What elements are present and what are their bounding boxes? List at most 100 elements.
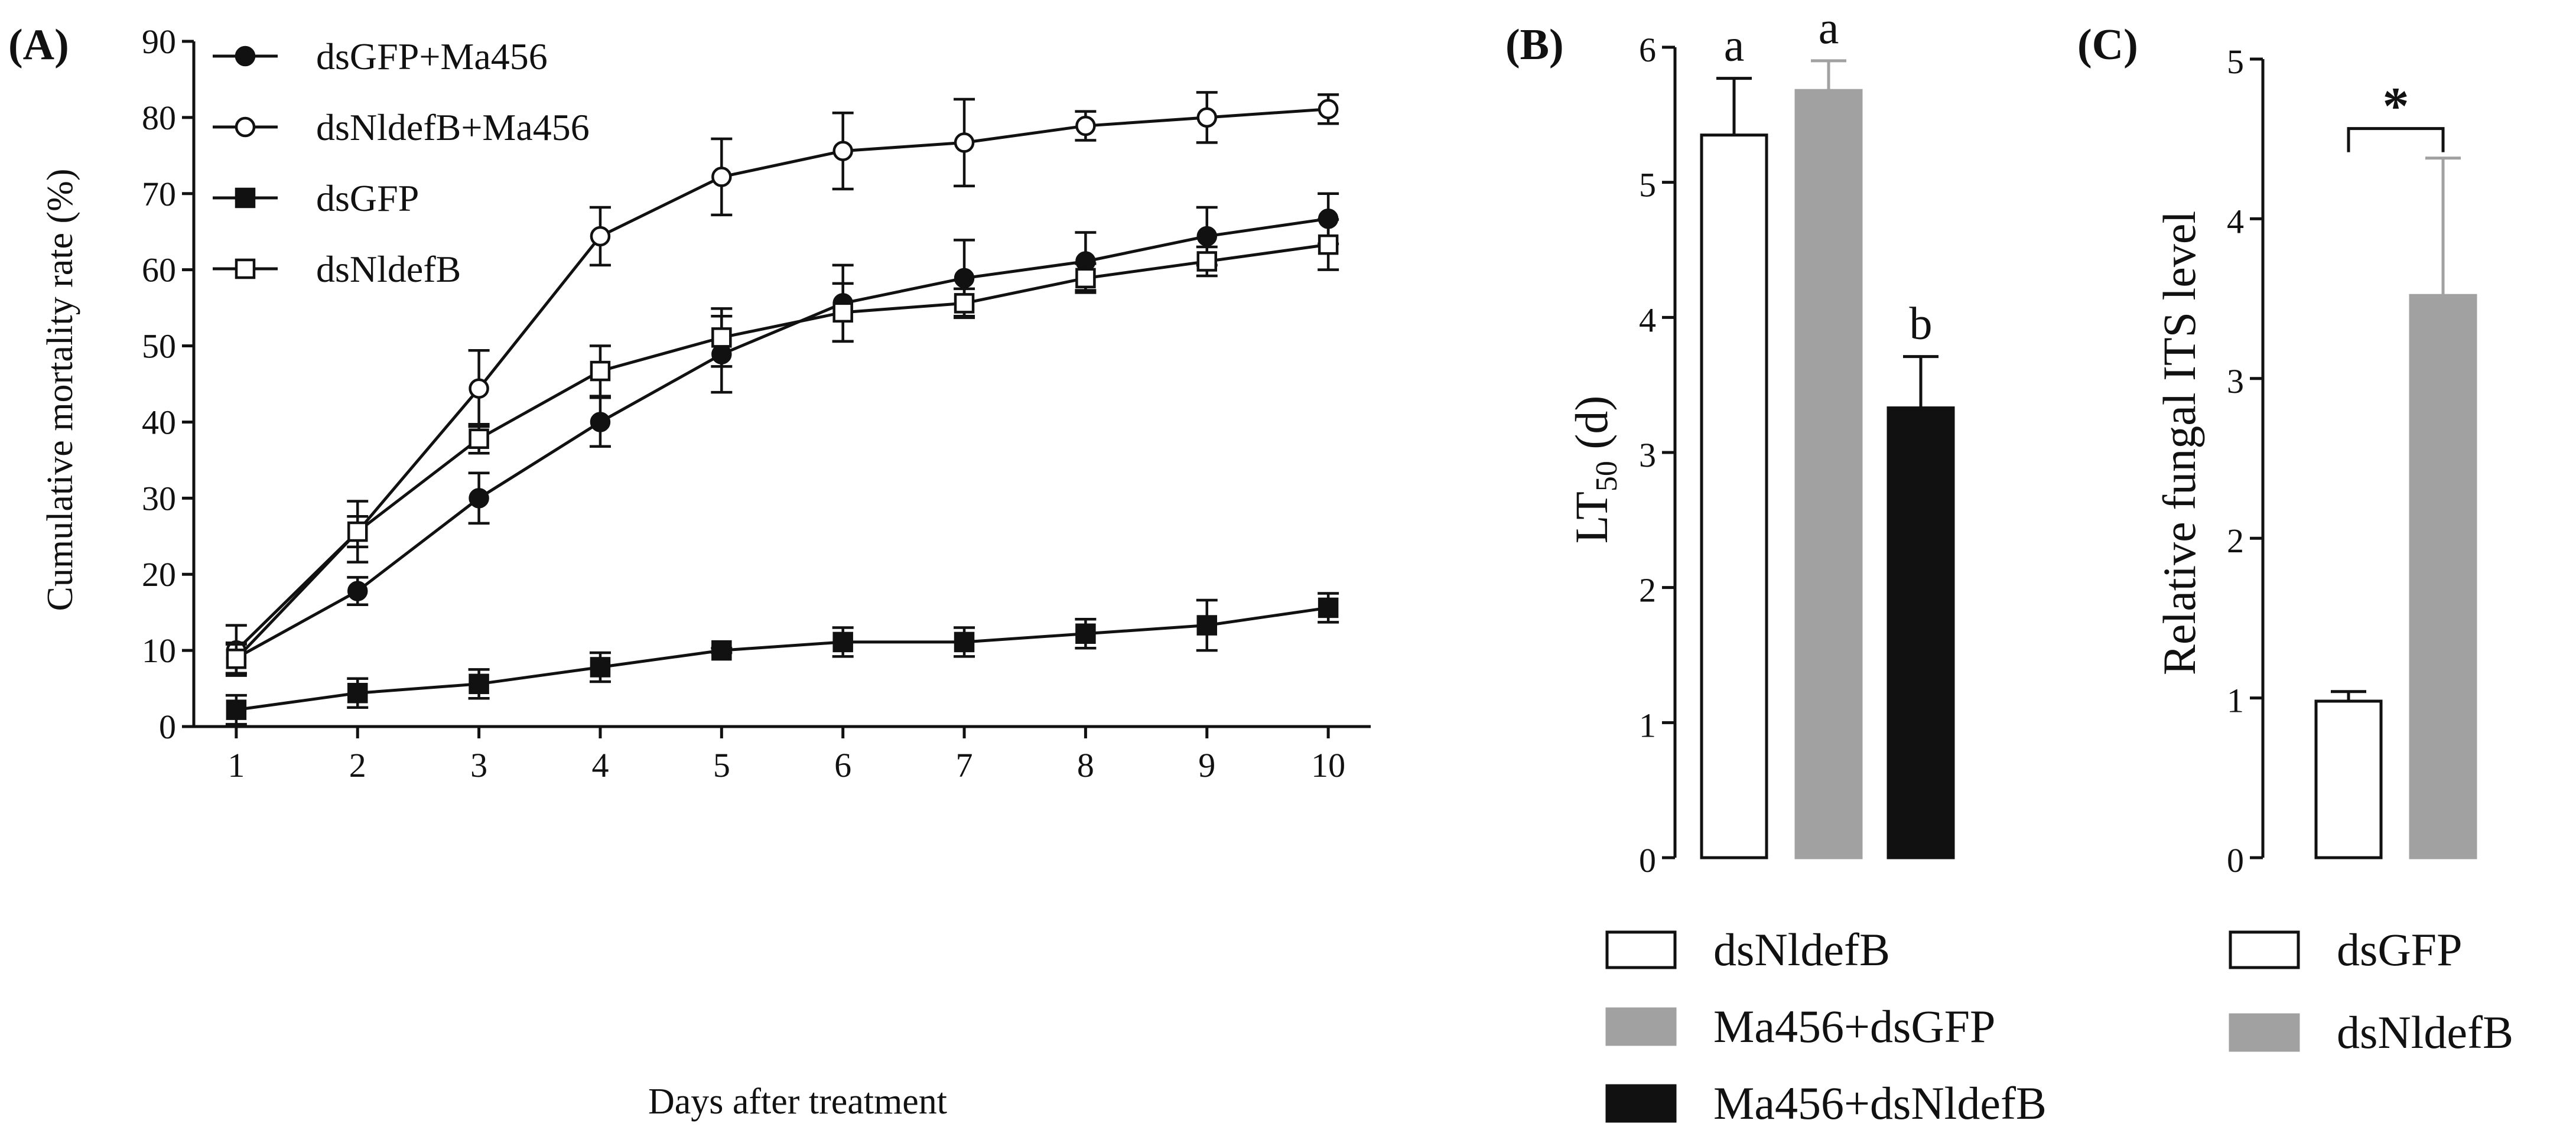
legend-swatch bbox=[2229, 1013, 2300, 1052]
series-dsGFP+Ma456 bbox=[225, 192, 1339, 675]
data-point bbox=[711, 640, 732, 661]
bar-Ma456+dsNldefB bbox=[1887, 406, 1955, 859]
data-point bbox=[469, 673, 489, 695]
y-tick-label: 70 bbox=[142, 175, 176, 213]
data-point bbox=[590, 226, 611, 247]
y-tick-label: 40 bbox=[142, 403, 176, 441]
series-line bbox=[236, 606, 1329, 712]
legend-label: dsGFP bbox=[2337, 924, 2462, 975]
x-tick-label: 9 bbox=[1198, 746, 1215, 784]
panel-b-y-axis-label-unit: (d) bbox=[1566, 396, 1617, 461]
y-tick-label: 2 bbox=[2227, 522, 2244, 560]
y-tick-label: 80 bbox=[142, 99, 176, 137]
significance-asterisk: * bbox=[2383, 77, 2409, 136]
bar-dsNldefB bbox=[1700, 133, 1768, 859]
series-line bbox=[235, 217, 1329, 660]
legend-label: dsGFP bbox=[316, 177, 419, 219]
data-point bbox=[1196, 615, 1218, 636]
data-point bbox=[347, 521, 368, 542]
y-tick-label: 60 bbox=[142, 251, 176, 289]
panel-b-y-axis-label-main: LT bbox=[1566, 491, 1617, 543]
significance-letter: a bbox=[1819, 2, 1839, 53]
panel-c-bar-chart: (C) Relative fungal ITS level 0 1 2 3 4 5 * d… bbox=[2077, 21, 2513, 1058]
bar-Ma456+dsGFP bbox=[1794, 89, 1863, 859]
y-tick-label: 1 bbox=[1639, 706, 1656, 744]
panel-b-label: (B) bbox=[1505, 21, 1564, 69]
bar-dsNldefB bbox=[2409, 294, 2477, 859]
data-point bbox=[1318, 99, 1339, 119]
y-tick-label: 0 bbox=[1639, 841, 1656, 880]
legend-label: dsNldefB bbox=[316, 248, 461, 290]
data-point bbox=[1196, 226, 1218, 247]
y-tick-label: 0 bbox=[2227, 841, 2244, 880]
panel-b-bars: a a b bbox=[1700, 2, 1955, 859]
y-tick-label: 5 bbox=[1639, 166, 1656, 204]
y-tick-label: 1 bbox=[2227, 682, 2244, 720]
panel-a-y-ticks: 0 10 20 30 40 50 60 70 80 90 bbox=[142, 22, 194, 746]
panel-a-x-ticks: 1 2 3 4 5 6 7 8 9 10 bbox=[227, 727, 1345, 784]
data-point bbox=[1075, 623, 1096, 644]
data-point bbox=[1196, 251, 1218, 272]
significance-bracket bbox=[2347, 127, 2445, 152]
legend-marker bbox=[235, 116, 256, 138]
series-dsNldefB+Ma456 bbox=[225, 91, 1339, 677]
legend-marker bbox=[235, 45, 256, 67]
legend-swatch bbox=[1605, 1084, 1677, 1123]
data-point bbox=[226, 649, 247, 669]
y-tick-label: 6 bbox=[1639, 31, 1656, 69]
y-tick-label: 30 bbox=[142, 479, 176, 517]
panel-a-line-chart: (A) Cumulative mortality rate (%) Days a… bbox=[8, 21, 1371, 1122]
data-point bbox=[1318, 597, 1339, 618]
significance-letter: b bbox=[1910, 298, 1933, 349]
panel-a-legend: dsGFP+Ma456 dsNldefB+Ma456 dsGFP dsNldefB bbox=[213, 35, 590, 290]
panel-b-bar-chart: (B) LT50 (d) 0 1 2 3 4 5 6 a a b dsNldefB Ma456+d… bbox=[1505, 2, 2047, 1129]
bar-dsGFP bbox=[2314, 699, 2383, 859]
panel-c-label: (C) bbox=[2077, 21, 2138, 69]
legend-label: dsNldefB bbox=[2337, 1007, 2513, 1058]
significance-letter: a bbox=[1724, 19, 1745, 71]
legend-swatch bbox=[1605, 930, 1677, 969]
data-point bbox=[832, 141, 853, 161]
panel-c-y-axis-label: Relative fungal ITS level bbox=[2154, 211, 2205, 675]
y-tick-label: 3 bbox=[1639, 436, 1656, 474]
y-tick-label: 3 bbox=[2227, 362, 2244, 400]
legend-label: dsNldefB bbox=[1713, 924, 1890, 975]
y-tick-label: 4 bbox=[2227, 202, 2244, 240]
panel-a-label: (A) bbox=[8, 21, 69, 69]
series-line bbox=[235, 243, 1329, 660]
data-point bbox=[469, 488, 489, 509]
y-tick-label: 0 bbox=[159, 708, 176, 746]
data-point bbox=[711, 327, 732, 348]
x-tick-label: 1 bbox=[227, 746, 245, 784]
series-dsNldefB bbox=[225, 218, 1339, 675]
panel-b-y-ticks: 0 1 2 3 4 5 6 bbox=[1639, 31, 1675, 880]
legend-marker bbox=[235, 187, 256, 209]
data-point bbox=[590, 657, 611, 678]
y-tick-label: 4 bbox=[1639, 301, 1656, 339]
x-tick-label: 3 bbox=[470, 746, 487, 784]
data-point bbox=[347, 683, 368, 704]
legend-swatch bbox=[2229, 930, 2300, 969]
data-point bbox=[469, 428, 489, 450]
data-point bbox=[590, 360, 611, 382]
data-point bbox=[832, 631, 853, 653]
legend-label: Ma456+dsNldefB bbox=[1713, 1077, 2047, 1129]
panel-c-legend: dsGFP dsNldefB bbox=[2229, 924, 2513, 1058]
x-tick-label: 6 bbox=[834, 746, 851, 784]
data-point bbox=[1318, 234, 1339, 255]
legend-label: dsGFP+Ma456 bbox=[316, 35, 548, 77]
y-tick-label: 10 bbox=[142, 631, 176, 670]
x-tick-label: 5 bbox=[713, 746, 730, 784]
x-tick-label: 2 bbox=[349, 746, 366, 784]
data-point bbox=[954, 631, 975, 653]
panel-b-legend: dsNldefB Ma456+dsGFP Ma456+dsNldefB bbox=[1605, 924, 2047, 1129]
x-tick-label: 4 bbox=[591, 746, 609, 784]
series-dsGFP bbox=[225, 592, 1339, 726]
x-tick-label: 10 bbox=[1311, 746, 1345, 784]
panel-b-y-axis-label: LT50 (d) bbox=[1566, 396, 1624, 544]
data-point bbox=[1196, 107, 1218, 128]
panel-c-y-ticks: 0 1 2 3 4 5 bbox=[2227, 43, 2263, 880]
legend-label: dsNldefB+Ma456 bbox=[316, 106, 590, 148]
y-tick-label: 5 bbox=[2227, 43, 2244, 81]
data-point bbox=[954, 293, 975, 314]
